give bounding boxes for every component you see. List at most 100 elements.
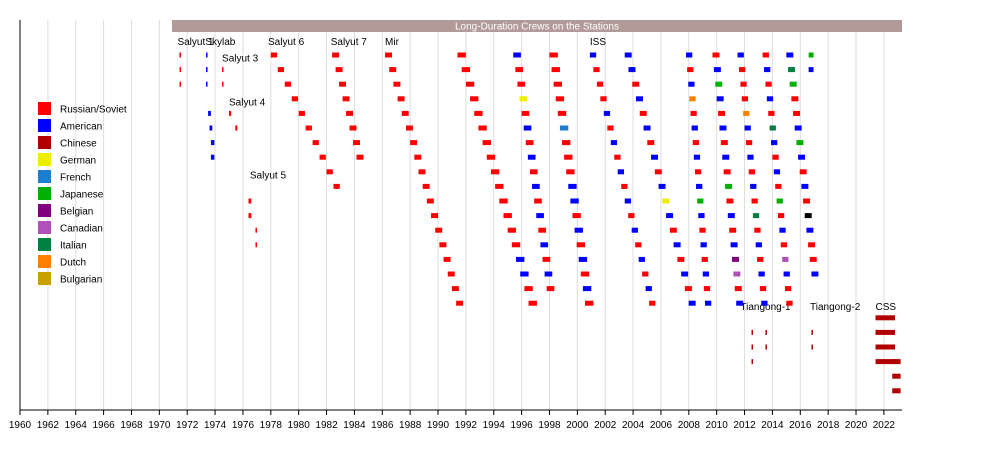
legend-swatch xyxy=(38,153,51,166)
crew-bar xyxy=(725,183,733,189)
crew-bar xyxy=(521,110,530,116)
legend-label: American xyxy=(60,122,102,133)
crew-bar xyxy=(270,52,278,58)
crew-bar xyxy=(578,256,588,262)
crew-bar xyxy=(750,183,757,189)
x-tick-label: 2008 xyxy=(678,420,701,431)
crew-bar xyxy=(875,315,896,321)
crew-bar xyxy=(892,388,901,394)
crew-bar xyxy=(658,183,666,189)
x-tick-label: 2002 xyxy=(594,420,617,431)
crew-bar xyxy=(740,81,747,87)
crew-bar xyxy=(808,242,816,248)
crew-bar xyxy=(582,286,592,292)
crew-bar xyxy=(305,125,312,131)
legend-label: German xyxy=(60,156,96,167)
crew-bar xyxy=(631,227,638,233)
legend-swatch xyxy=(38,187,51,200)
crew-bar xyxy=(776,198,783,204)
crew-bar xyxy=(691,125,698,131)
x-tick-label: 1978 xyxy=(260,420,283,431)
crew-bar xyxy=(799,169,807,175)
crew-bar xyxy=(478,125,487,131)
crew-bar xyxy=(222,81,224,87)
x-tick-label: 1982 xyxy=(315,420,338,431)
legend-label: Russian/Soviet xyxy=(60,105,127,116)
crew-bar xyxy=(208,110,211,116)
crew-bar xyxy=(681,271,689,277)
crew-bar xyxy=(751,198,758,204)
crew-bar xyxy=(389,67,397,73)
crew-bar xyxy=(811,344,813,350)
x-tick-label: 2022 xyxy=(873,420,896,431)
x-tick-label: 1970 xyxy=(148,420,171,431)
legend-label: Canadian xyxy=(60,224,103,235)
crew-bar xyxy=(798,154,806,160)
crew-bar xyxy=(789,81,797,87)
x-tick-label: 2016 xyxy=(789,420,812,431)
x-tick-label: 2010 xyxy=(706,420,729,431)
crew-bar xyxy=(712,52,720,58)
crew-bar xyxy=(456,300,464,306)
station-label: Salyut 4 xyxy=(229,97,266,108)
crew-bar xyxy=(811,271,819,277)
legend-swatch xyxy=(38,272,51,285)
crew-bar xyxy=(747,154,754,160)
station-label: Salyut 5 xyxy=(250,170,287,181)
x-tick-label: 1966 xyxy=(92,420,115,431)
crew-bar xyxy=(624,198,631,204)
crew-bar xyxy=(576,242,586,248)
crew-bar xyxy=(206,81,208,87)
crew-bar xyxy=(593,67,600,73)
x-tick-label: 2012 xyxy=(733,420,756,431)
crew-bar xyxy=(431,213,439,219)
crew-bar xyxy=(439,242,447,248)
crew-bar xyxy=(892,359,901,365)
crew-bar xyxy=(519,96,528,102)
x-tick-label: 1960 xyxy=(9,420,32,431)
crew-bar xyxy=(779,227,786,233)
x-tick-label: 1996 xyxy=(510,420,533,431)
crew-bar xyxy=(544,271,553,277)
crew-bar xyxy=(422,183,430,189)
crew-bar xyxy=(503,213,512,219)
x-tick-label: 2018 xyxy=(817,420,840,431)
crew-bar xyxy=(720,140,728,146)
legend-swatch xyxy=(38,170,51,183)
crew-bar xyxy=(677,256,685,262)
crew-bar xyxy=(754,227,761,233)
crew-bar xyxy=(734,286,742,292)
crew-bar xyxy=(248,198,252,204)
crew-bar xyxy=(523,125,532,131)
crew-bar xyxy=(635,242,642,248)
legend-swatch xyxy=(38,102,51,115)
crew-bar xyxy=(727,213,735,219)
crew-bar xyxy=(666,213,674,219)
crew-bar xyxy=(713,67,721,73)
crew-bar xyxy=(179,67,182,73)
crew-bar xyxy=(332,52,340,58)
x-tick-label: 2000 xyxy=(566,420,589,431)
crew-bar xyxy=(745,140,753,146)
chart-title: Long-Duration Crews on the Stations xyxy=(455,22,619,33)
crew-bar xyxy=(568,183,577,189)
crew-bar xyxy=(700,242,707,248)
legend-swatch xyxy=(38,238,51,251)
legend-label: Belgian xyxy=(60,207,93,218)
crew-bar xyxy=(451,286,459,292)
crew-bar xyxy=(669,227,677,233)
crew-bar xyxy=(719,125,727,131)
crew-bar xyxy=(255,227,257,233)
crew-bar xyxy=(393,81,401,87)
crew-bar xyxy=(704,300,712,306)
crew-bar xyxy=(555,96,565,102)
crew-bar xyxy=(748,169,755,175)
crew-bar xyxy=(333,183,340,189)
station-label: ISS xyxy=(590,37,606,48)
crew-bar xyxy=(715,81,723,87)
crew-bar xyxy=(538,227,546,233)
crew-bar xyxy=(732,256,739,262)
crew-bar xyxy=(737,52,744,58)
x-tick-label: 1994 xyxy=(483,420,506,431)
crew-bar xyxy=(298,110,305,116)
